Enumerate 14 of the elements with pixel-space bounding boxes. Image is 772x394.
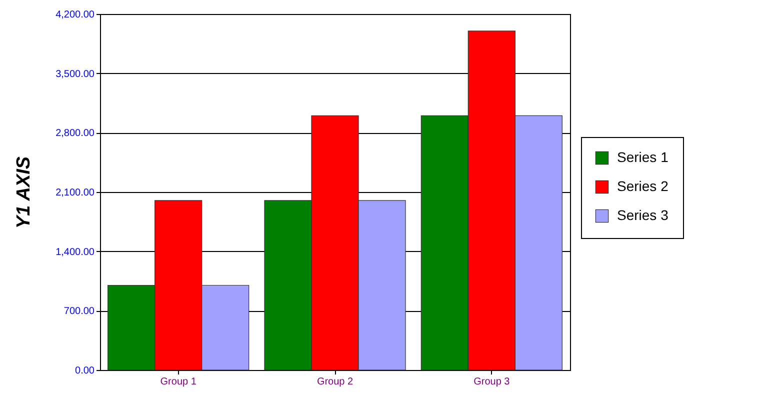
- y-axis-title: Y1 AXIS: [14, 156, 35, 229]
- y-tick-label: 2,100.00: [56, 188, 95, 198]
- legend-label: Series 3: [617, 207, 669, 223]
- y-tick-label: 1,400.00: [56, 246, 95, 258]
- y-tick-label: 3,500.00: [56, 68, 95, 80]
- legend-label: Series 1: [617, 149, 669, 165]
- y-tick-label: 4,200.00: [56, 10, 95, 20]
- x-tick-label: Group 1: [160, 376, 197, 388]
- x-tick-label: Group 2: [316, 376, 354, 388]
- y-tick-label: 0.00: [75, 366, 95, 376]
- y-tick-label: 2,800.00: [56, 128, 95, 140]
- y-tick-label: 700.00: [64, 306, 95, 318]
- legend-label: Series 2: [617, 178, 669, 194]
- x-tick-label: Group 3: [474, 376, 510, 388]
